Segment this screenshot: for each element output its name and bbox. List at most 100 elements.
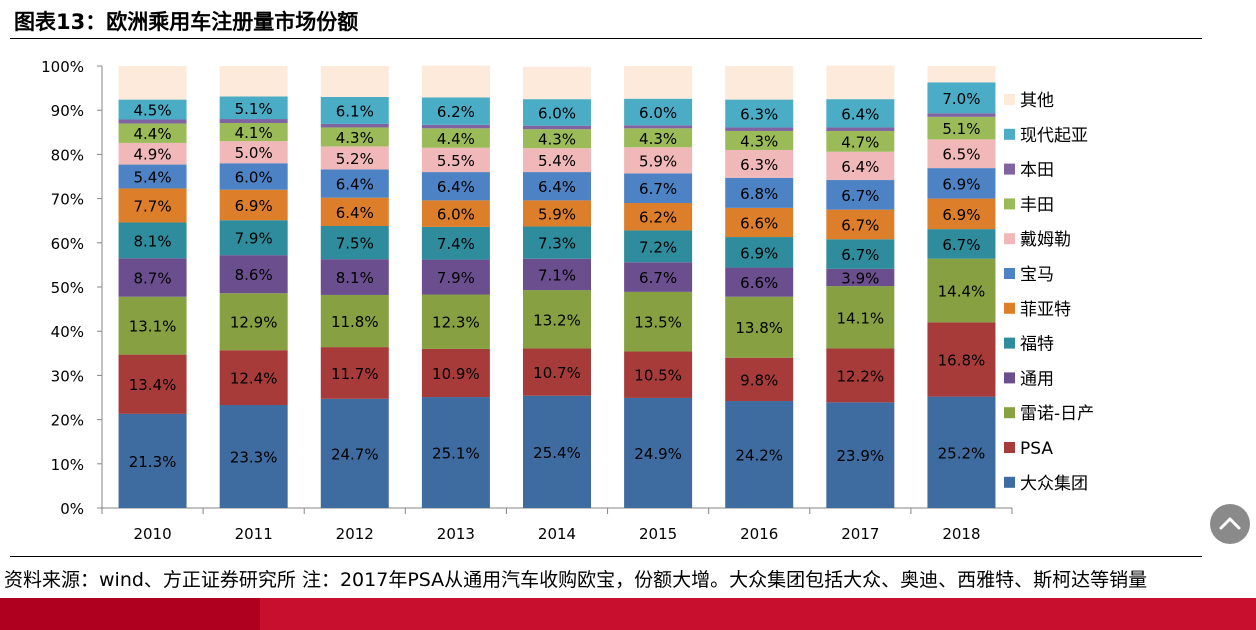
data-label: 14.1%: [837, 309, 885, 327]
y-tick-label: 40%: [51, 323, 84, 341]
bar-segment: [118, 222, 187, 259]
data-label: 7.4%: [437, 235, 475, 253]
bar-segment: [421, 147, 490, 173]
data-label: 6.4%: [841, 105, 879, 123]
y-tick-label: 10%: [51, 456, 84, 474]
y-tick-label: 30%: [51, 367, 84, 385]
data-label: 6.9%: [740, 244, 778, 262]
data-label: 4.7%: [841, 133, 879, 151]
bar-segment: [624, 230, 693, 263]
data-label: 6.6%: [740, 214, 778, 232]
bar-segment: [523, 200, 591, 227]
bar-segment: [927, 396, 996, 508]
legend-label: 菲亚特: [1020, 300, 1071, 320]
y-tick-label: 50%: [51, 279, 84, 297]
bar-segment: [725, 177, 794, 208]
bar-segment: [219, 220, 288, 256]
legend-label: 丰田: [1020, 195, 1054, 215]
data-label: 13.1%: [129, 318, 177, 336]
data-label: 5.4%: [134, 169, 172, 187]
bar-segment: [320, 96, 389, 124]
bar-segment: [927, 322, 996, 397]
scroll-top-button[interactable]: [1210, 504, 1250, 544]
x-tick-label: 2018: [942, 525, 980, 543]
data-label: 3.9%: [841, 269, 879, 287]
bar-segment: [523, 226, 591, 259]
bar-segment: [118, 188, 187, 223]
data-label: 6.2%: [639, 209, 677, 227]
bar-segment: [320, 127, 389, 147]
footer-bar-accent: [0, 598, 260, 630]
data-label: 6.9%: [942, 206, 980, 224]
y-tick-label: 20%: [51, 412, 84, 430]
bar-segment: [826, 348, 895, 403]
bar-segment: [118, 99, 187, 120]
bar-segment: [523, 129, 591, 149]
data-label: 4.3%: [336, 129, 374, 147]
y-tick-label: 100%: [41, 58, 84, 76]
data-label: 23.9%: [837, 447, 885, 465]
bar-segment: [118, 258, 187, 297]
data-label: 7.7%: [134, 197, 172, 215]
bar-segment: [826, 127, 895, 131]
data-label: 6.1%: [336, 102, 374, 120]
data-label: 4.9%: [134, 146, 172, 164]
bar-segment: [421, 172, 490, 201]
data-label: 25.1%: [432, 445, 480, 463]
bar-segment: [826, 268, 895, 287]
legend-swatch: [1004, 476, 1015, 488]
bar-segment: [320, 197, 389, 227]
data-label: 5.1%: [235, 100, 273, 118]
bar-segment: [826, 65, 895, 100]
x-tick-label: 2016: [740, 525, 778, 543]
bar-segment: [624, 291, 693, 352]
data-label: 6.0%: [235, 169, 273, 187]
data-label: 11.8%: [331, 313, 379, 331]
bar-segment: [421, 97, 490, 125]
source-divider: [10, 556, 1202, 557]
x-tick-label: 2013: [437, 525, 475, 543]
data-label: 5.9%: [538, 205, 576, 223]
data-label: 16.8%: [938, 351, 986, 369]
bar-segment: [118, 164, 187, 189]
x-tick-label: 2015: [639, 525, 677, 543]
data-label: 7.3%: [538, 235, 576, 253]
data-label: 5.0%: [235, 144, 273, 162]
data-label: 10.7%: [533, 364, 581, 382]
bar-segment: [523, 125, 591, 130]
x-tick-label: 2010: [133, 525, 171, 543]
bar-segment: [523, 66, 591, 100]
data-label: 8.1%: [134, 232, 172, 250]
bar-segment: [118, 119, 187, 124]
legend-label: PSA: [1020, 439, 1053, 459]
y-tick-label: 80%: [51, 146, 84, 164]
bar-segment: [725, 66, 794, 100]
data-label: 4.3%: [740, 132, 778, 150]
legend-swatch: [1004, 94, 1015, 105]
bar-segment: [927, 258, 996, 323]
bar-segment: [320, 66, 389, 97]
data-label: 4.5%: [134, 102, 172, 120]
data-label: 14.4%: [938, 283, 986, 301]
data-label: 5.1%: [942, 120, 980, 138]
data-label: 13.4%: [129, 376, 177, 394]
legend-label: 其他: [1020, 91, 1054, 111]
data-label: 6.2%: [437, 103, 475, 121]
bar-segment: [523, 348, 591, 396]
legend-label: 大众集团: [1020, 474, 1088, 494]
data-label: 4.3%: [639, 130, 677, 148]
bar-segment: [624, 125, 693, 129]
data-label: 10.9%: [432, 365, 480, 383]
bar-segment: [320, 226, 389, 260]
legend-swatch: [1004, 128, 1015, 140]
bar-segment: [523, 99, 591, 126]
data-label: 6.0%: [437, 206, 475, 224]
bar-segment: [624, 66, 693, 99]
bar-segment: [624, 128, 693, 148]
data-label: 8.1%: [336, 269, 374, 287]
bar-segment: [725, 401, 794, 508]
bar-segment: [826, 286, 895, 349]
data-label: 6.4%: [841, 158, 879, 176]
legend-swatch: [1004, 442, 1015, 453]
bar-segment: [421, 200, 490, 227]
